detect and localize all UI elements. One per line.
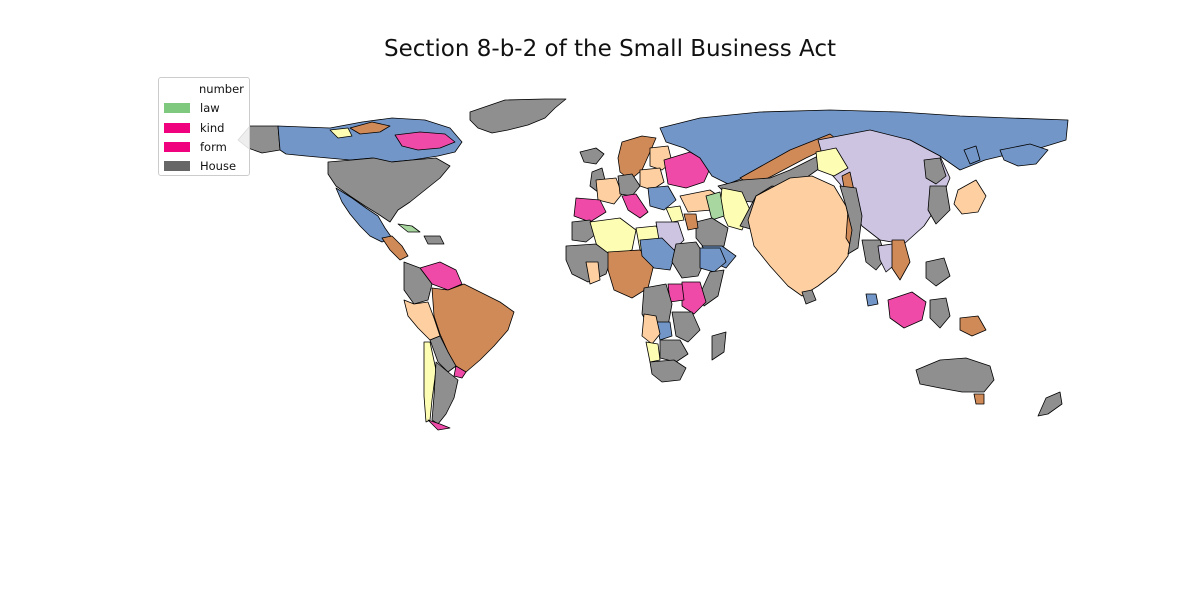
region-madagascar <box>711 331 727 361</box>
region-central-america <box>381 235 409 261</box>
region-mongolia <box>815 147 849 177</box>
region-patagonia <box>427 419 451 431</box>
region-tasmania <box>973 393 985 405</box>
region-greenland <box>469 98 567 134</box>
region-malaysia <box>865 293 879 307</box>
region-angola <box>641 313 661 345</box>
region-argentina <box>431 361 459 425</box>
region-papua <box>959 315 987 337</box>
legend-label-form: form <box>200 140 227 154</box>
region-chad <box>639 237 677 271</box>
legend-label-kind: kind <box>200 121 225 135</box>
legend-entry-kind: kind <box>164 121 224 135</box>
legend-entry-law: law <box>164 101 220 115</box>
region-australia <box>915 357 995 393</box>
legend-label-house: House <box>200 159 237 173</box>
legend-swatch-form <box>164 142 190 152</box>
legend-label-law: law <box>200 101 220 115</box>
region-vietnam <box>891 239 911 281</box>
region-sri-lanka <box>801 289 817 305</box>
region-philippines <box>925 257 951 287</box>
region-germany <box>617 173 641 197</box>
region-arctic-islands-2 <box>329 127 353 139</box>
legend-swatch-law <box>164 103 190 113</box>
region-poland <box>639 167 665 191</box>
region-sudan <box>671 241 707 279</box>
region-colombia <box>403 261 433 305</box>
region-spain <box>573 197 607 223</box>
region-borneo <box>929 297 951 329</box>
region-balkans <box>647 185 677 211</box>
region-indonesia <box>887 291 927 329</box>
region-usa <box>327 157 451 223</box>
region-new-zealand <box>1037 391 1063 417</box>
region-chile <box>423 341 437 423</box>
region-zambia <box>659 339 689 363</box>
region-far-east <box>999 143 1049 167</box>
region-korea <box>923 157 947 185</box>
region-kenya <box>681 281 707 315</box>
region-arctic-islands <box>349 121 391 135</box>
legend-swatch-kind <box>164 123 190 133</box>
region-iran <box>695 217 729 251</box>
region-caucasus <box>705 191 725 221</box>
region-morocco <box>571 219 597 243</box>
region-bangladesh <box>839 185 863 255</box>
region-india <box>747 175 853 297</box>
region-france <box>595 177 623 205</box>
map-regions <box>237 98 1069 431</box>
region-ethiopia <box>699 247 727 273</box>
region-south-africa <box>649 359 687 383</box>
legend-entry-house: House <box>164 159 236 173</box>
region-cuba <box>397 223 421 233</box>
region-brazil <box>431 283 515 373</box>
region-korea-south <box>927 185 951 225</box>
legend-swatch-house <box>164 161 190 171</box>
region-caribbean <box>423 235 445 245</box>
region-ghana <box>585 261 601 285</box>
region-japan <box>953 179 987 215</box>
region-canada-islands <box>394 131 456 151</box>
legend-entry-form: form <box>164 140 227 154</box>
region-iceland <box>579 147 605 165</box>
region-namibia <box>645 341 661 363</box>
region-canada <box>277 117 463 163</box>
map-title: Section 8-b-2 of the Small Business Act <box>384 36 836 62</box>
legend-title: number <box>199 82 244 96</box>
region-greece <box>665 205 685 223</box>
region-levant <box>683 213 699 231</box>
region-tanzania <box>671 311 701 343</box>
region-italy <box>621 193 649 219</box>
region-sakhalin <box>963 145 981 165</box>
map-legend: number law kind form House <box>158 77 250 176</box>
region-uruguay <box>453 365 467 379</box>
